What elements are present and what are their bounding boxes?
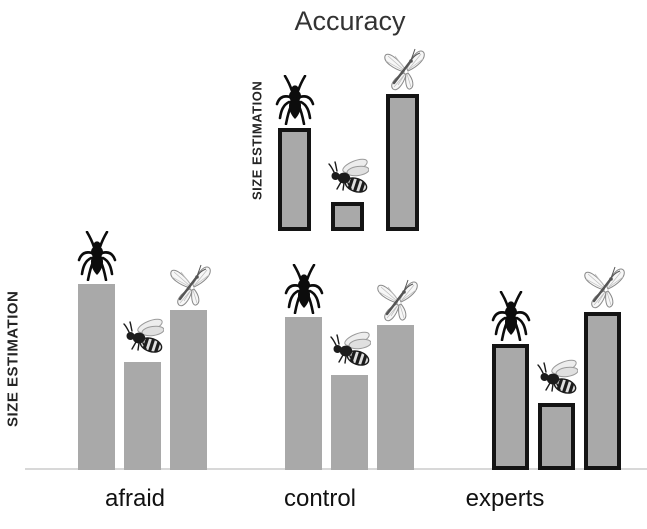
spider-icon — [491, 291, 531, 341]
wasp-icon — [122, 318, 164, 354]
experts-bar-butterfly — [584, 312, 621, 470]
spider-icon — [77, 231, 117, 281]
group-label-control: control — [283, 485, 357, 512]
group-label-experts: experts — [465, 485, 545, 512]
wasp-icon — [329, 331, 371, 367]
afraid-bar-butterfly — [170, 310, 207, 470]
afraid-bar-wasp — [124, 362, 161, 470]
chart-title: Accuracy — [294, 6, 406, 36]
control-bar-butterfly — [377, 325, 414, 470]
wasp-icon — [327, 158, 369, 194]
inset-y-axis-label: SIZE ESTIMATION — [249, 80, 265, 200]
experts-bar-wasp — [538, 403, 575, 470]
experts-bar-spider — [492, 344, 529, 470]
spider-icon — [284, 264, 324, 314]
afraid-bar-spider — [78, 284, 115, 470]
group-label-afraid: afraid — [104, 485, 166, 512]
inset-bar-butterfly — [386, 94, 419, 231]
main-y-axis-label: SIZE ESTIMATION — [4, 290, 22, 428]
butterfly-icon — [374, 278, 418, 323]
butterfly-icon — [581, 265, 625, 310]
butterfly-icon — [167, 263, 211, 308]
control-bar-spider — [285, 317, 322, 470]
spider-icon — [275, 75, 315, 125]
inset-bar-wasp — [331, 202, 364, 231]
control-bar-wasp — [331, 375, 368, 470]
inset-bar-spider — [278, 128, 311, 231]
butterfly-icon — [381, 47, 425, 92]
wasp-icon — [536, 359, 578, 395]
